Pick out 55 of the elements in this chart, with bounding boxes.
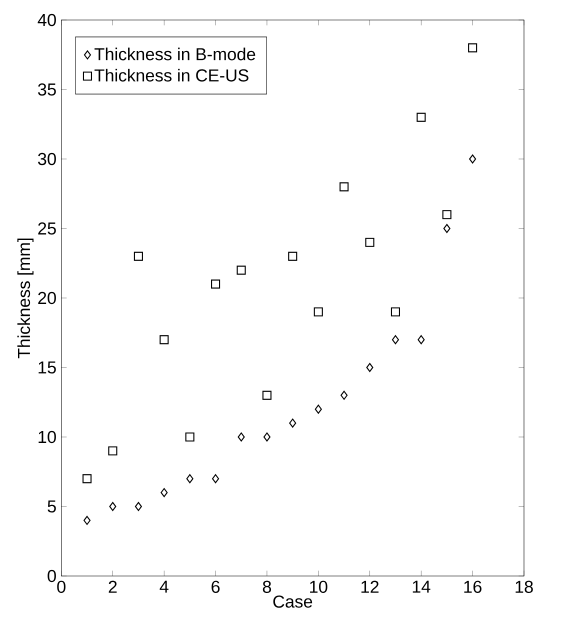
y-tick-label: 25 [38, 222, 56, 235]
point [416, 112, 426, 122]
y-tick-label: 20 [38, 292, 56, 304]
point [263, 432, 270, 442]
point [390, 307, 400, 316]
point [238, 432, 245, 442]
point [288, 252, 298, 261]
x-tick-label: 18 [516, 580, 533, 593]
point [443, 224, 450, 234]
x-tick-label: 2 [108, 580, 117, 593]
point [468, 43, 478, 52]
point [340, 390, 348, 400]
y-tick-label: 15 [38, 361, 56, 374]
y-axis-title: Thickness [mm] [17, 238, 34, 358]
x-tick-label: 10 [310, 580, 328, 593]
point [160, 488, 168, 498]
point [418, 335, 425, 344]
point [212, 474, 220, 484]
legend-label: Thickness in CE-US [94, 68, 248, 82]
point [236, 266, 246, 275]
point [314, 307, 323, 316]
y-tick-label: 0 [48, 570, 56, 582]
point [108, 446, 118, 456]
point [340, 182, 349, 192]
point [469, 154, 476, 164]
point [185, 432, 194, 442]
y-tick-label: 40 [38, 14, 56, 26]
x-tick-label: 0 [57, 580, 66, 593]
y-tick-label: 5 [48, 500, 56, 513]
point [134, 502, 142, 512]
point [160, 335, 169, 344]
point [289, 418, 296, 428]
y-tick-label: 35 [38, 83, 56, 96]
x-tick-label: 6 [212, 580, 220, 593]
point [365, 238, 374, 247]
point [134, 252, 143, 261]
x-axis-title: Case [273, 595, 312, 608]
x-tick-label: 14 [412, 580, 430, 593]
x-tick-label: 8 [262, 580, 272, 593]
x-tick-label: 16 [464, 580, 482, 593]
legend-label: Thickness in B-mode [94, 48, 256, 60]
point [442, 210, 452, 220]
point [392, 335, 400, 344]
y-tick-label: 30 [38, 152, 56, 166]
point [186, 474, 194, 484]
point [211, 280, 220, 289]
point [314, 404, 322, 414]
x-tick-label: 12 [361, 580, 379, 593]
y-tick-label: 10 [38, 430, 56, 444]
point [82, 474, 92, 484]
point [84, 516, 91, 525]
point [262, 390, 272, 400]
point [366, 362, 374, 372]
point [109, 502, 116, 512]
x-tick-label: 4 [160, 580, 168, 593]
